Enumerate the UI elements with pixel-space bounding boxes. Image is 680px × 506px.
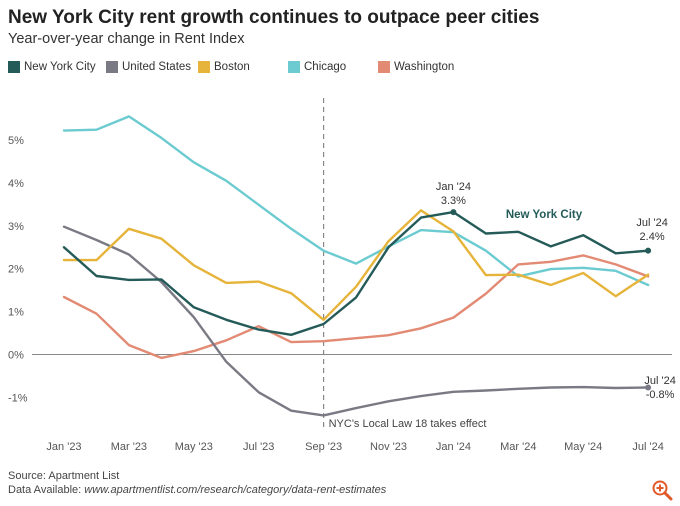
nyc-last-marker [645,247,652,254]
legend-swatch [8,61,20,73]
x-tick-label: Mar '24 [500,441,536,453]
legend-label: United States [122,61,192,73]
data-url-link[interactable]: www.apartmentlist.com/research/category/… [84,484,387,496]
x-tick-label: May '24 [564,441,602,453]
us-last-date: Jul '24 [644,375,675,387]
legend-item-washington[interactable]: Washington [378,61,478,73]
legend-item-boston[interactable]: Boston [198,61,288,73]
x-tick-label: Mar '23 [111,441,147,453]
y-tick-label: 2% [8,264,24,276]
legend-label: New York City [24,61,96,73]
series-line-washington [62,254,650,360]
x-tick-label: May '23 [175,441,213,453]
x-tick-label: Jul '24 [632,441,663,453]
us-last-marker [645,384,652,391]
legend-label: Boston [214,61,250,73]
legend-item-chicago[interactable]: Chicago [288,61,378,73]
x-tick-label: Nov '23 [370,441,407,453]
data-availability-note: Data Available: www.apartmentlist.com/re… [8,484,386,496]
y-tick-label: 1% [8,307,24,319]
legend-label: Washington [394,61,455,73]
chart-title: New York City rent growth continues to o… [8,7,540,28]
nyc-last-value: 2.4% [640,231,665,243]
series-line-chicago [62,115,650,287]
legend-label: Chicago [304,61,347,73]
legend-item-new-york-city[interactable]: New York City [8,61,106,73]
nyc-last-date: Jul '24 [636,217,667,229]
series-line-new-york-city [62,210,650,336]
series-line-united-states [62,225,650,417]
zoom-in-icon[interactable] [651,479,675,501]
line-chart: -1% 0% 1% 2% 3% 4% 5% Jan '23 Mar '23 May '23 Jul … [8,98,676,453]
x-tick-label: Jul '23 [243,441,274,453]
data-availability-label: Data Available: [8,484,85,496]
nyc-series-label: New York City [506,209,583,221]
series-line-boston [62,209,650,321]
legend-swatch [288,61,300,73]
y-tick-label: 4% [8,178,24,190]
legend: New York City United States Boston Chica… [8,61,478,73]
y-tick-label: 0% [8,350,24,362]
nyc-peak-value: 3.3% [441,195,466,207]
y-tick-label: 5% [8,135,24,147]
x-tick-label: Jan '24 [436,441,471,453]
legend-swatch [198,61,210,73]
nyc-peak-marker [450,209,457,216]
event-marker-label: NYC's Local Law 18 takes effect [329,418,487,430]
chart-subtitle: Year-over-year change in Rent Index [8,31,245,47]
legend-swatch [378,61,390,73]
y-tick-label: 3% [8,221,24,233]
y-tick-label: -1% [8,392,28,404]
x-tick-label: Sep '23 [305,441,342,453]
legend-swatch [106,61,118,73]
x-tick-label: Jan '23 [46,441,81,453]
nyc-peak-date: Jan '24 [436,181,471,193]
us-last-value: -0.8% [646,389,675,401]
legend-item-united-states[interactable]: United States [106,61,198,73]
source-note: Source: Apartment List [8,470,120,482]
